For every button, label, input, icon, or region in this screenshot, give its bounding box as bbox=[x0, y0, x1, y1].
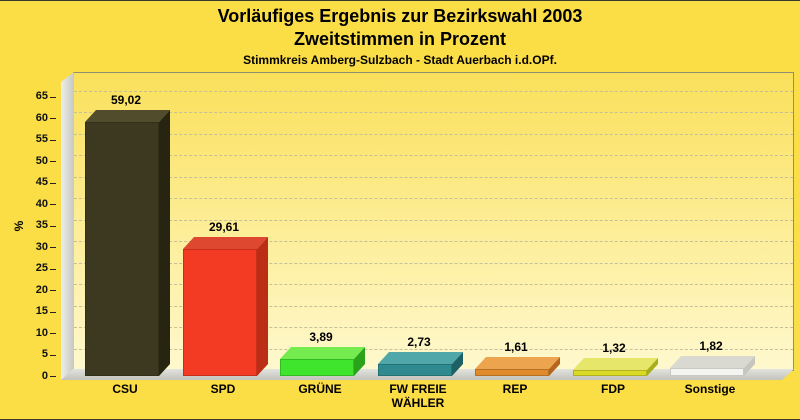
value-label-FW FREIE WÄHLER: 2,73 bbox=[407, 335, 431, 349]
y-tick-mark-50 bbox=[50, 161, 56, 162]
gridline-25 bbox=[74, 263, 793, 264]
value-label-SPD: 29,61 bbox=[208, 220, 240, 234]
y-tick-mark-15 bbox=[50, 312, 56, 313]
y-tick-label-60: 60 bbox=[35, 112, 48, 124]
bar-side-face bbox=[257, 237, 268, 376]
bar-side-face bbox=[452, 352, 463, 376]
category-label-FDP: FDP bbox=[601, 382, 625, 396]
bar-top-face bbox=[475, 357, 560, 369]
chart-header: Vorläufiges Ergebnis zur Bezirkswahl 200… bbox=[0, 5, 800, 68]
bar-front-face bbox=[573, 370, 647, 376]
bar-side-face bbox=[744, 356, 755, 376]
y-tick-label-15: 15 bbox=[35, 305, 48, 317]
y-tick-label-25: 25 bbox=[35, 262, 48, 274]
gridline-40 bbox=[74, 198, 793, 199]
bar-top-face bbox=[573, 358, 658, 370]
category-label-GRÜNE: GRÜNE bbox=[298, 382, 342, 396]
bar-side-face bbox=[354, 347, 365, 376]
bar-front-face bbox=[378, 364, 452, 376]
y-tick-label-35: 35 bbox=[35, 219, 48, 231]
chart-title-line1: Vorläufiges Ergebnis zur Bezirkswahl 200… bbox=[217, 6, 583, 26]
value-label-CSU: 59,02 bbox=[110, 93, 142, 107]
bar-top-face bbox=[85, 110, 170, 122]
bar-top-face bbox=[280, 347, 365, 359]
y-tick-label-30: 30 bbox=[35, 241, 48, 253]
y-tick-label-40: 40 bbox=[35, 198, 48, 210]
value-label-REP: 1,61 bbox=[504, 340, 528, 354]
y-tick-mark-5 bbox=[50, 355, 56, 356]
y-tick-label-65: 65 bbox=[35, 90, 48, 102]
bar-side-face bbox=[159, 110, 170, 376]
y-tick-mark-0 bbox=[50, 376, 56, 377]
bar-top-face bbox=[378, 352, 463, 364]
bar-side-face bbox=[549, 357, 560, 376]
y-tick-label-10: 10 bbox=[35, 327, 48, 339]
gridline-10 bbox=[74, 327, 793, 328]
y-tick-mark-35 bbox=[50, 226, 56, 227]
value-label-FDP: 1,32 bbox=[602, 341, 626, 355]
gridline-20 bbox=[74, 284, 793, 285]
chart-subtitle: Stimmkreis Amberg-Sulzbach - Stadt Auerb… bbox=[243, 53, 557, 67]
gridline-35 bbox=[74, 220, 793, 221]
gridline-55 bbox=[74, 134, 793, 135]
value-label-Sonstige: 1,82 bbox=[699, 339, 723, 353]
category-label-REP: REP bbox=[502, 382, 528, 396]
y-tick-mark-25 bbox=[50, 269, 56, 270]
gridline-50 bbox=[74, 155, 793, 156]
y-tick-mark-20 bbox=[50, 290, 56, 291]
y-tick-label-0: 0 bbox=[41, 370, 48, 382]
y-tick-mark-55 bbox=[50, 140, 56, 141]
y-tick-mark-10 bbox=[50, 333, 56, 334]
chart-title-line2: Zweitstimmen in Prozent bbox=[293, 29, 507, 49]
bar-top-face bbox=[183, 237, 268, 249]
y-tick-mark-40 bbox=[50, 204, 56, 205]
y-tick-label-55: 55 bbox=[35, 133, 48, 145]
y-tick-mark-60 bbox=[50, 118, 56, 119]
gridline-5 bbox=[74, 349, 793, 350]
category-label-CSU: CSU bbox=[112, 382, 138, 396]
bar-front-face bbox=[280, 359, 354, 376]
y-tick-mark-65 bbox=[50, 97, 56, 98]
gridline-30 bbox=[74, 241, 793, 242]
y-tick-label-5: 5 bbox=[41, 348, 48, 360]
category-label-FW FREIE WÄHLER: FW FREIE WÄHLER bbox=[389, 382, 447, 410]
gridline-65 bbox=[74, 91, 793, 92]
category-label-Sonstige: Sonstige bbox=[684, 382, 736, 396]
y-tick-label-20: 20 bbox=[35, 284, 48, 296]
category-label-SPD: SPD bbox=[210, 382, 236, 396]
value-label-GRÜNE: 3,89 bbox=[309, 330, 333, 344]
gridline-15 bbox=[74, 306, 793, 307]
y-tick-mark-45 bbox=[50, 183, 56, 184]
gridline-60 bbox=[74, 112, 793, 113]
bar-front-face bbox=[670, 368, 744, 376]
plot-left-wall bbox=[61, 72, 74, 380]
bar-front-face bbox=[85, 122, 159, 376]
bar-front-face bbox=[475, 369, 549, 376]
y-tick-label-50: 50 bbox=[35, 155, 48, 167]
bar-front-face bbox=[183, 249, 257, 376]
y-tick-label-45: 45 bbox=[35, 176, 48, 188]
gridline-45 bbox=[74, 177, 793, 178]
bar-top-face bbox=[670, 356, 755, 368]
y-tick-mark-30 bbox=[50, 247, 56, 248]
bar-side-face bbox=[647, 358, 658, 376]
top-border-line bbox=[0, 0, 800, 1]
